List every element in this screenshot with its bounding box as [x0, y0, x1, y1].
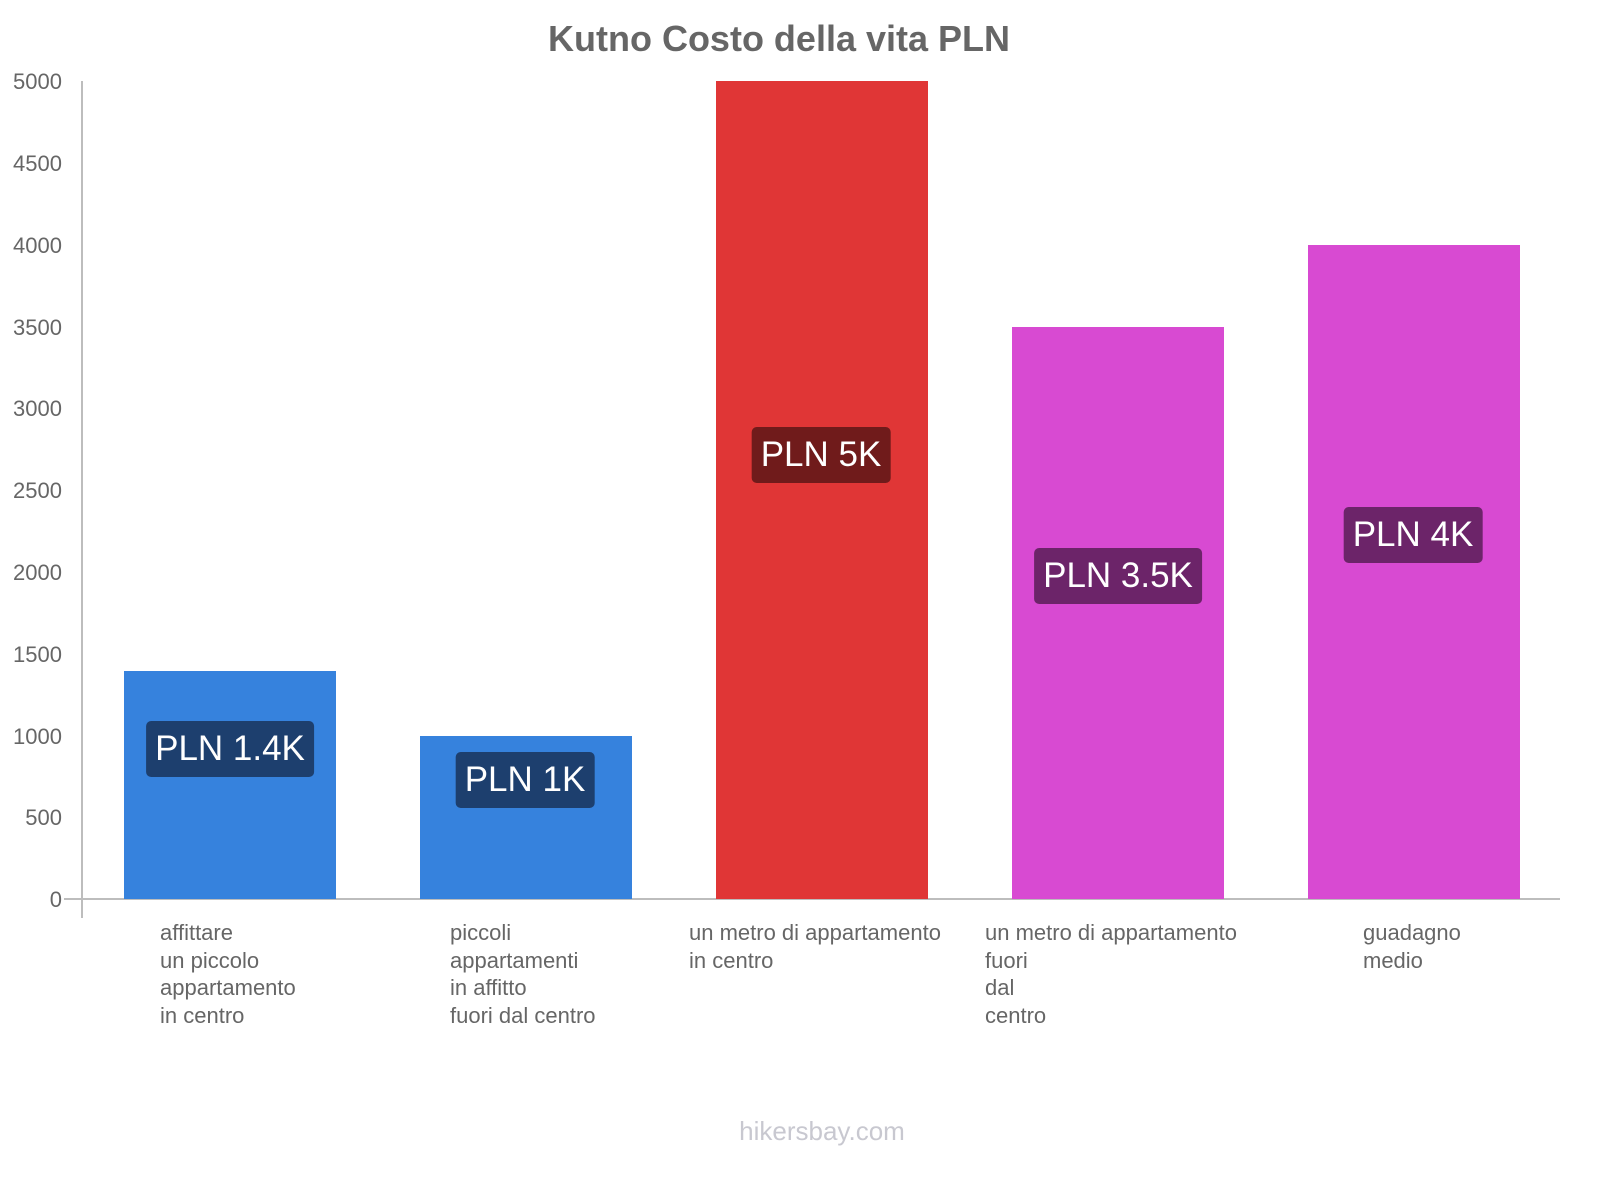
- x-tick-label: un metro di appartamento in centro: [689, 920, 941, 973]
- y-tick-label: 2000: [13, 560, 62, 585]
- bar-rent-small-apartment-center: [124, 671, 336, 899]
- value-label: PLN 4K: [1343, 507, 1483, 563]
- y-tick-label: 500: [25, 805, 62, 830]
- watermark-link[interactable]: hikersbay.com: [739, 1116, 905, 1146]
- y-tick-label: 0: [49, 887, 62, 912]
- y-tick-label: 4500: [13, 151, 62, 176]
- y-tick-label: 5000: [13, 69, 62, 94]
- value-label: PLN 1K: [455, 752, 595, 808]
- bar-average-salary: [1308, 245, 1520, 899]
- chart-title: Kutno Costo della vita PLN: [547, 18, 1011, 59]
- value-label: PLN 5K: [751, 427, 891, 483]
- x-tick-label: guadagno medio: [1363, 920, 1461, 973]
- value-label: PLN 3.5K: [1034, 548, 1202, 604]
- bar-sqm-apartment-center: [716, 81, 928, 899]
- x-tick-label: affittare un piccolo appartamento in cen…: [160, 920, 296, 1028]
- y-tick-label: 4000: [13, 233, 62, 258]
- y-tick-label: 1500: [13, 642, 62, 667]
- y-tick-label: 1000: [13, 724, 62, 749]
- x-axis-line: [64, 898, 1560, 900]
- value-label: PLN 1.4K: [146, 721, 314, 777]
- y-tick-label: 3000: [13, 396, 62, 421]
- y-tick-label: 2500: [13, 478, 62, 503]
- x-tick-label: un metro di appartamento fuori dal centr…: [985, 920, 1237, 1028]
- y-axis-line: [81, 81, 83, 918]
- y-tick-label: 3500: [13, 315, 62, 340]
- x-tick-label: piccoli appartamenti in affitto fuori da…: [450, 920, 596, 1028]
- bar-sqm-apartment-outside: [1012, 327, 1224, 899]
